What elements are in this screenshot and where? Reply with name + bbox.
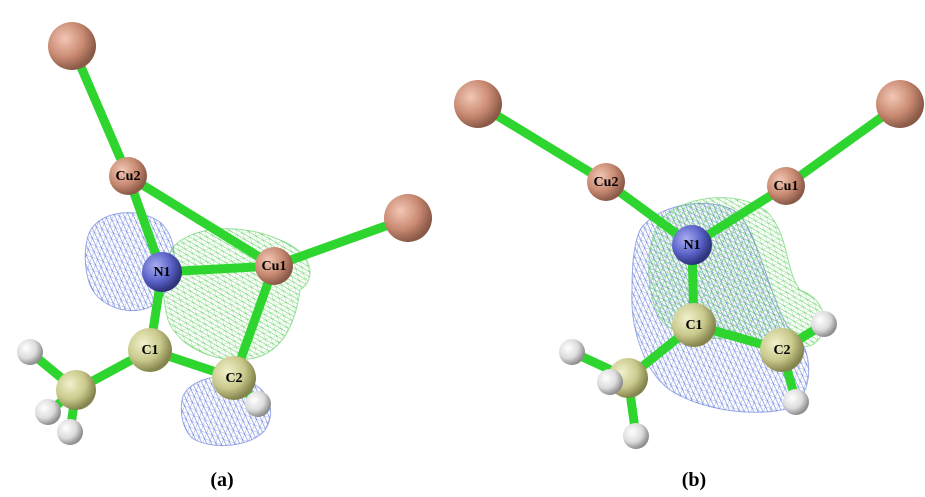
atom-h-a4	[245, 391, 271, 417]
atom-cu1-a: Cu1	[255, 247, 293, 285]
atom-cu-right-b	[876, 80, 924, 128]
orbital-lobe-green-a	[162, 228, 311, 361]
atom-h-a2	[35, 399, 61, 425]
atom-n1-a: N1	[142, 252, 182, 292]
label-c1-a: C1	[141, 343, 158, 358]
caption-a: (a)	[210, 469, 233, 491]
atom-h-a1	[17, 339, 43, 365]
atom-h-b3	[623, 423, 649, 449]
label-c2-a: C2	[225, 371, 242, 386]
label-n1-a: N1	[153, 265, 170, 280]
atom-c-methyl-a	[56, 370, 96, 410]
label-cu2-a: Cu2	[116, 169, 141, 184]
atom-h-b1	[559, 339, 585, 365]
atom-cu2-b: Cu2	[587, 163, 625, 201]
atom-c2-a: C2	[212, 356, 256, 400]
label-c1-b: C1	[685, 318, 702, 333]
atom-cu-right-a	[384, 194, 432, 242]
label-cu1-b: Cu1	[774, 179, 799, 194]
atom-c1-a: C1	[128, 328, 172, 372]
atom-cu1-b: Cu1	[767, 167, 805, 205]
label-n1-b: N1	[683, 238, 700, 253]
atom-cu-left-b	[454, 80, 502, 128]
panel-a: Cu2 N1 Cu1 C1 C2 (a)	[17, 22, 432, 491]
atom-h-b2	[597, 369, 623, 395]
atom-cu2-a: Cu2	[109, 157, 147, 195]
atom-n1-b: N1	[672, 225, 712, 265]
atom-c2-b: C2	[760, 328, 804, 372]
atom-c1-b: C1	[672, 303, 716, 347]
label-cu1-a: Cu1	[262, 259, 287, 274]
label-cu2-b: Cu2	[594, 175, 619, 190]
label-c2-b: C2	[773, 343, 790, 358]
caption-b: (b)	[682, 469, 706, 491]
atom-h-a3	[57, 419, 83, 445]
atom-h-b4	[811, 311, 837, 337]
atom-h-b5	[783, 389, 809, 415]
atom-cu-top-a	[48, 22, 96, 70]
panel-b: Cu2 Cu1 N1 C1 C2 (b)	[454, 80, 924, 491]
